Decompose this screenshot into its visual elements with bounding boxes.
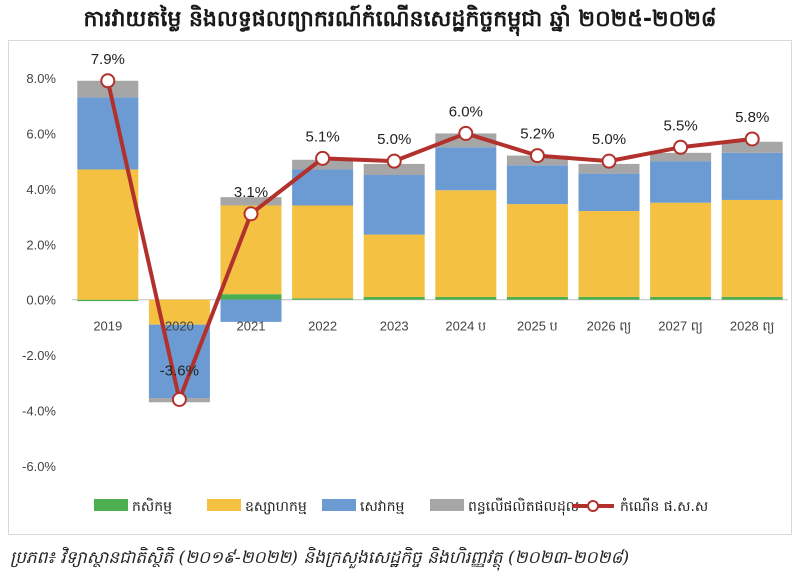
bar-segment-2 <box>578 211 640 297</box>
bar-segment-3 <box>435 147 497 191</box>
chart-svg: -6.0% -4.0% -2.0% 0.0% 2.0% 4.0% 6.0% 8.0% 2019… <box>22 51 788 516</box>
line-marker <box>529 148 545 164</box>
bar-segment-1 <box>363 296 425 300</box>
line-marker <box>744 131 760 147</box>
data-label: 6.0% <box>449 103 483 120</box>
bar-segment-4 <box>363 163 425 175</box>
y-tick-label: 4.0% <box>26 182 56 197</box>
gdp-growth-line-group <box>100 73 760 407</box>
y-tick-label: -4.0% <box>22 404 56 419</box>
legend-line-marker <box>587 500 599 512</box>
data-label: 5.5% <box>663 117 697 134</box>
y-tick-label: 0.0% <box>26 293 56 308</box>
legend-label-4: ពន្ធលើផលិតផលដុល <box>468 497 579 516</box>
bar-segment-3 <box>148 324 210 399</box>
bar-segment-2 <box>650 202 712 297</box>
legend: កសិកម្ម ឧស្សាហកម្ម សេវាកម្ម ពន្ធលើផលិតផលដុល… <box>94 497 708 516</box>
bar-segment-3 <box>363 175 425 235</box>
legend-label-line: កំណើន ផ.ស.ស <box>620 497 708 515</box>
x-tick-label: 2022 <box>308 319 337 334</box>
bar-segment-3 <box>506 165 568 205</box>
x-tick-label: 2027 ព្យ <box>658 319 703 335</box>
x-tick-label: 2026 ព្យ <box>587 319 632 335</box>
data-label: 5.1% <box>305 128 339 145</box>
bar-segment-2 <box>363 234 425 297</box>
bar-segment-2 <box>721 199 783 297</box>
bar-segment-1 <box>220 294 282 300</box>
bar-segment-2 <box>292 205 354 299</box>
bar-segment-4 <box>578 163 640 174</box>
bar-segment-3 <box>578 173 640 212</box>
y-axis: -6.0% -4.0% -2.0% 0.0% 2.0% 4.0% 6.0% 8.0% <box>22 71 56 474</box>
line-marker <box>601 153 617 169</box>
legend-swatch-4 <box>430 499 464 511</box>
chart-title: ការវាយតម្លៃ និងលទ្ធផលព្យាករណ៍កំណើនសេដ្ឋក… <box>83 7 717 32</box>
data-label: 3.1% <box>234 184 268 201</box>
bar-segment-3 <box>77 97 139 170</box>
data-label: 5.2% <box>520 126 554 143</box>
bar-segment-1 <box>506 296 568 300</box>
line-marker <box>673 139 689 155</box>
legend-swatch-2 <box>207 499 241 511</box>
y-tick-label: 6.0% <box>26 126 56 141</box>
gdp-growth-line <box>105 80 753 402</box>
legend-swatch-3 <box>322 499 356 511</box>
y-tick-label: -6.0% <box>22 459 56 474</box>
line-marker <box>100 73 116 89</box>
data-label: -3.6% <box>160 362 199 379</box>
line-marker <box>243 206 259 222</box>
bar-segment-1 <box>77 299 139 302</box>
x-tick-label: 2021 <box>237 319 266 334</box>
bar-segment-4 <box>721 141 783 153</box>
x-tick-label: 2024 ប <box>445 319 486 334</box>
data-label: 5.0% <box>592 131 626 148</box>
line-marker <box>315 150 331 166</box>
data-label: 5.8% <box>735 109 769 126</box>
bar-segment-1 <box>721 296 783 300</box>
x-tick-label: 2019 <box>93 319 122 334</box>
x-axis: 2019 2020 2021 2022 2023 2024 ប 2025 ប 2026 ព្យ… <box>93 319 774 335</box>
data-label: 5.0% <box>377 131 411 148</box>
line-marker <box>458 125 474 141</box>
x-tick-label: 2025 ប <box>517 319 558 334</box>
bar-segment-1 <box>292 298 354 300</box>
x-tick-label: 2028 ព្យ <box>730 319 775 335</box>
line-marker <box>386 153 402 169</box>
y-tick-label: 2.0% <box>26 237 56 252</box>
y-tick-label: -2.0% <box>22 348 56 363</box>
legend-label-1: កសិកម្ម <box>132 497 172 515</box>
data-label: 7.9% <box>91 51 125 68</box>
y-tick-label: 8.0% <box>26 71 56 86</box>
source-note: ប្រភព៖ វិទ្យាស្ថានជាតិស្ថិតិ (២០១៩-២០២២)… <box>10 548 630 568</box>
bar-segment-2 <box>77 169 139 300</box>
bar-segment-3 <box>220 299 282 322</box>
bar-segment-3 <box>721 152 783 200</box>
line-marker <box>171 391 187 407</box>
bar-segment-2 <box>506 204 568 297</box>
x-tick-label: 2023 <box>380 319 409 334</box>
x-tick-label: 2020 <box>165 319 194 334</box>
bars-group <box>77 80 783 403</box>
legend-label-3: សេវាកម្ម <box>360 499 405 515</box>
bar-segment-4 <box>650 152 712 162</box>
legend-swatch-1 <box>94 499 128 511</box>
bar-segment-1 <box>435 296 497 300</box>
legend-label-2: ឧស្សាហកម្ម <box>245 499 307 515</box>
bar-segment-2 <box>435 190 497 297</box>
bar-segment-4 <box>220 197 282 206</box>
bar-segment-1 <box>578 296 640 300</box>
data-labels-group: 7.9% -3.6% 3.1% 5.1% 5.0% 6.0% 5.2% 5.0% 5.5% 5.8… <box>91 51 770 380</box>
bar-segment-3 <box>650 161 712 203</box>
bar-segment-1 <box>650 296 712 300</box>
